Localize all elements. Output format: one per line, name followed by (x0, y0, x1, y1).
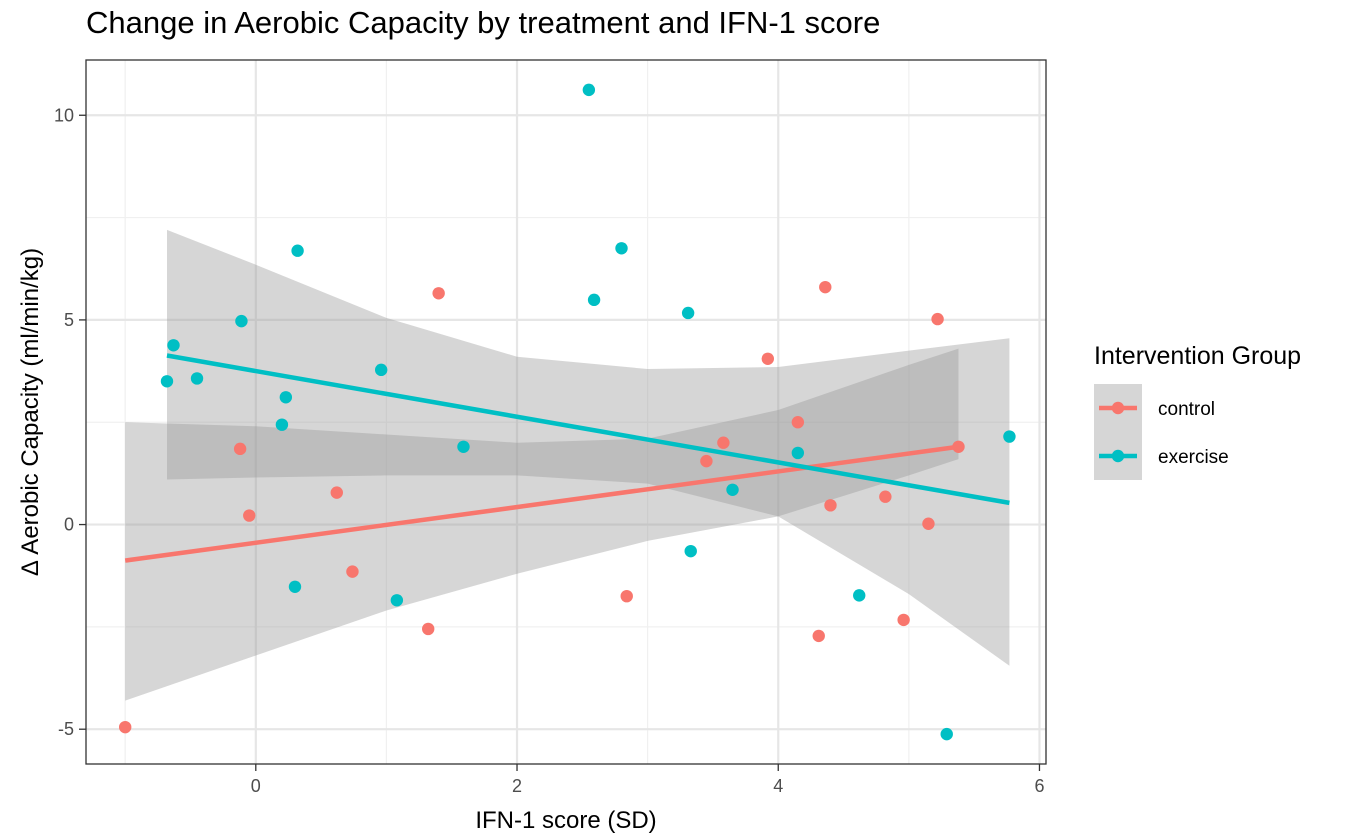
data-point-exercise (1003, 430, 1016, 443)
x-tick-label: 0 (251, 776, 261, 796)
data-point-control (791, 416, 805, 429)
y-tick-label: -5 (58, 719, 74, 739)
data-point-exercise (684, 544, 697, 558)
data-point-exercise (582, 83, 596, 97)
data-point-control (233, 442, 247, 456)
confidence-band-exercise (167, 229, 1010, 666)
legend-key-point-exercise (1111, 449, 1125, 463)
data-point-control (330, 486, 343, 499)
data-point-exercise (288, 580, 302, 593)
data-point-exercise (291, 244, 304, 257)
data-point-control (346, 565, 359, 578)
data-point-exercise (853, 589, 866, 602)
data-point-exercise (615, 242, 628, 255)
data-point-control (422, 622, 435, 636)
confidence-bands (125, 229, 1010, 701)
x-tick-label: 4 (773, 776, 783, 796)
y-axis-title: Δ Aerobic Capacity (ml/min/kg) (17, 248, 44, 576)
x-axis-ticks: 0 2 4 6 (251, 764, 1044, 796)
x-tick-label: 2 (512, 776, 522, 796)
data-point-exercise (940, 727, 953, 741)
legend: Intervention Group control exercise (1094, 342, 1301, 480)
data-point-control (761, 352, 774, 365)
trend-line-exercise (166, 353, 1010, 506)
data-point-control (879, 490, 892, 503)
plot-panel (86, 60, 1046, 764)
trend-lines (124, 353, 1010, 563)
confidence-band-control (125, 348, 959, 701)
data-point-exercise (390, 594, 404, 607)
data-point-exercise (791, 446, 805, 460)
y-tick-label: 5 (64, 310, 74, 330)
data-point-control (897, 613, 910, 627)
data-point-exercise (167, 339, 180, 352)
legend-title: Intervention Group (1094, 342, 1301, 370)
data-point-control (432, 287, 445, 300)
grid (86, 60, 1046, 764)
data-point-control (620, 589, 633, 603)
trend-line-control (124, 444, 959, 563)
data-point-exercise (374, 363, 388, 377)
data-points (118, 83, 1016, 741)
data-point-exercise (587, 293, 601, 307)
data-point-exercise (681, 306, 695, 320)
data-point-exercise (190, 372, 204, 385)
data-point-exercise (235, 314, 248, 328)
plot-border (85, 59, 1047, 765)
y-axis-ticks: -5 0 5 10 (54, 105, 86, 739)
legend-key-point-control (1111, 401, 1125, 415)
legend-label-control: control (1158, 399, 1215, 420)
data-point-control (824, 499, 837, 512)
data-point-exercise (160, 375, 174, 388)
x-tick-label: 6 (1034, 776, 1044, 796)
data-point-control (922, 517, 935, 530)
data-point-control (700, 454, 713, 468)
chart-title: Change in Aerobic Capacity by treatment … (86, 5, 880, 40)
x-axis-title: IFN-1 score (SD) (475, 807, 656, 834)
legend-label-exercise: exercise (1158, 447, 1229, 468)
data-point-control (118, 720, 132, 734)
data-point-exercise (275, 418, 289, 431)
y-tick-label: 10 (54, 105, 74, 125)
data-point-exercise (279, 391, 293, 404)
data-point-control (819, 280, 832, 294)
data-point-control (243, 509, 256, 522)
data-point-control (931, 312, 944, 326)
data-point-control (812, 629, 825, 643)
data-point-exercise (457, 440, 470, 453)
data-point-exercise (726, 483, 739, 496)
y-tick-label: 0 (64, 515, 74, 535)
data-point-control (717, 436, 730, 449)
